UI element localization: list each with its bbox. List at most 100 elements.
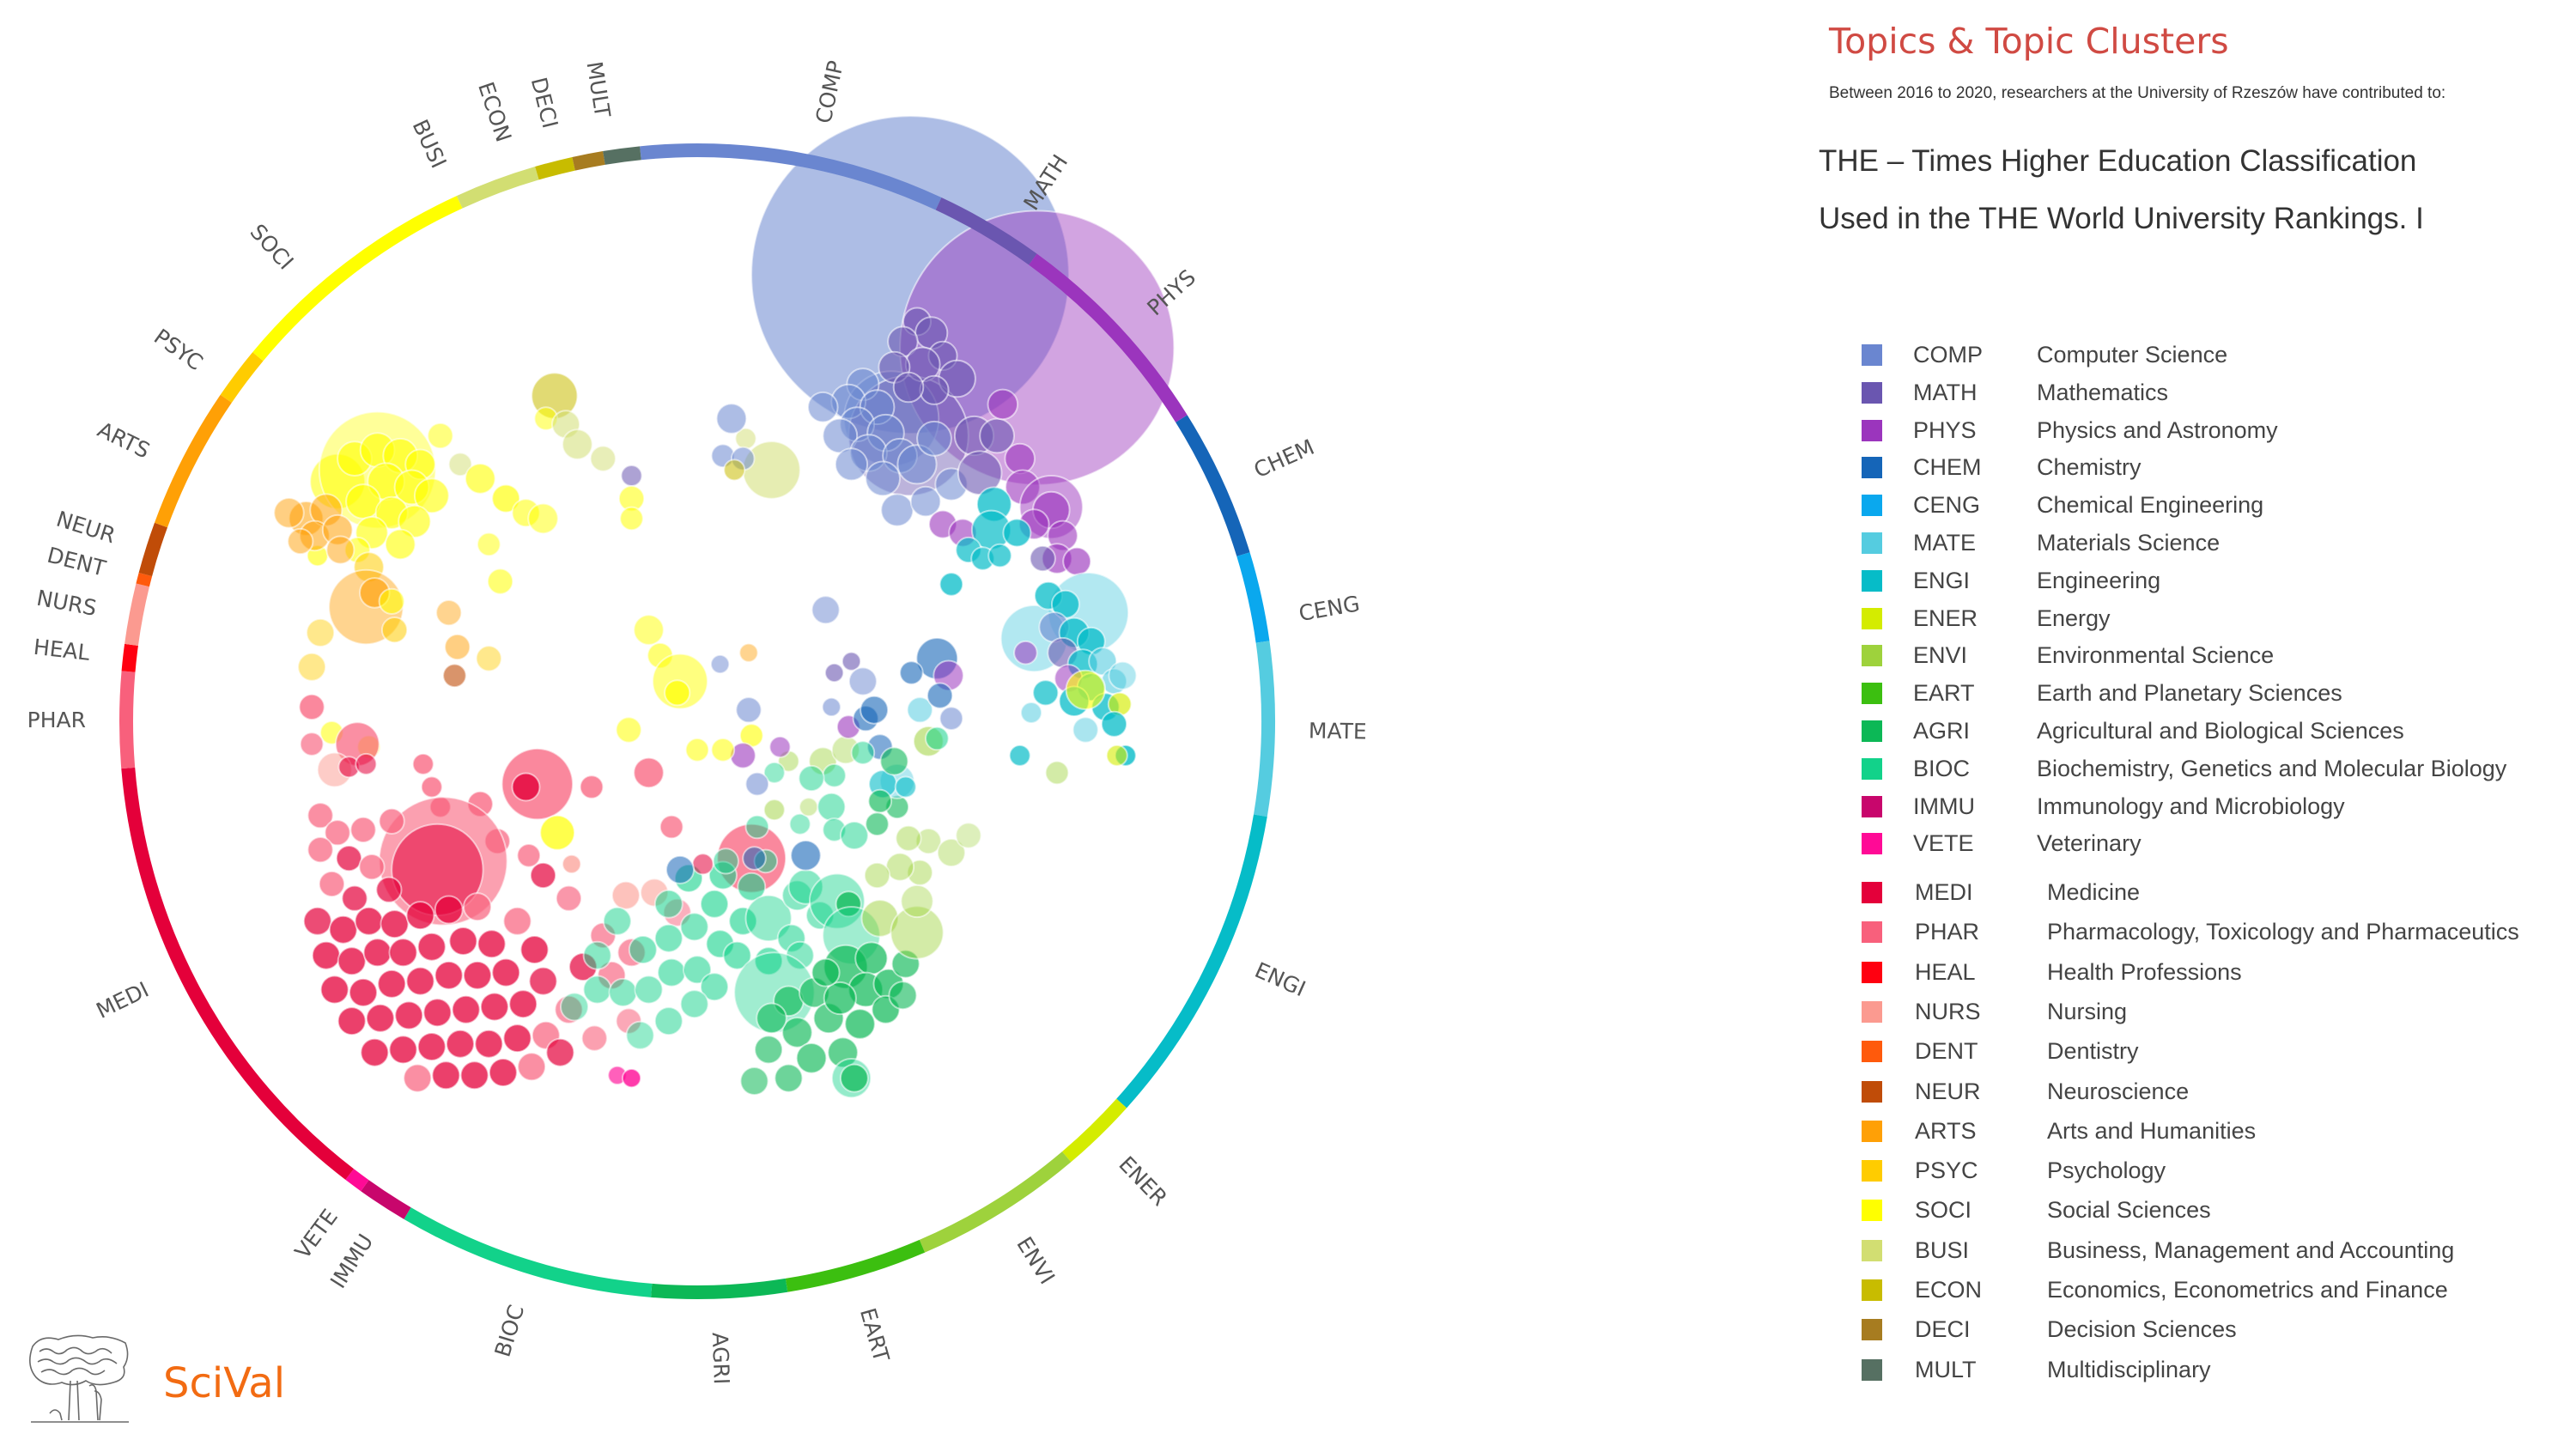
ring-segment-bioc[interactable] (404, 1207, 653, 1297)
ring-segment-mate[interactable] (1253, 641, 1275, 817)
bubble-chem[interactable] (899, 660, 924, 685)
bubble-phys[interactable] (1004, 442, 1036, 475)
bubble-bioc[interactable] (560, 992, 589, 1022)
bubble-bioc[interactable] (817, 792, 847, 822)
bubble-math[interactable] (919, 374, 950, 405)
bubble-medi[interactable] (328, 914, 358, 945)
bubble-chem[interactable] (742, 846, 767, 871)
bubble-soci[interactable] (465, 463, 496, 495)
bubble-agri[interactable] (754, 1035, 784, 1065)
ring-segment-busi[interactable] (456, 167, 539, 209)
bubble-agri[interactable] (756, 1002, 787, 1035)
bubble-medi[interactable] (463, 960, 492, 990)
bubble-psyc[interactable] (297, 652, 327, 682)
bubble-medi[interactable] (474, 1029, 504, 1059)
bubble-agri[interactable] (827, 1036, 859, 1068)
bubble-envi[interactable] (860, 899, 900, 938)
bubble-medi[interactable] (360, 1037, 390, 1067)
ring-segment-comp[interactable] (640, 143, 942, 210)
bubble-phar[interactable] (403, 1063, 433, 1093)
bubble-agri[interactable] (865, 811, 890, 837)
ring-segment-math[interactable] (935, 197, 1037, 265)
ring-segment-chem[interactable] (1176, 415, 1250, 556)
ring-segment-engi[interactable] (1116, 814, 1267, 1109)
bubble-medi[interactable] (311, 940, 341, 970)
bubble-engi[interactable] (1100, 710, 1128, 738)
ring-segment-vete[interactable] (345, 1169, 369, 1192)
bubble-medi[interactable] (362, 938, 392, 968)
bubble-engi[interactable] (894, 775, 917, 799)
bubble-medi[interactable] (434, 895, 464, 925)
bubble-psyc[interactable] (380, 617, 409, 644)
bubble-agri[interactable] (739, 1066, 769, 1096)
bubble-bioc[interactable] (653, 889, 683, 919)
bubble-math[interactable] (892, 371, 925, 404)
bubble-bioc[interactable] (700, 889, 729, 919)
bubble-phar[interactable] (324, 819, 351, 847)
ring-segment-arts[interactable] (154, 394, 232, 528)
bubble-bioc[interactable] (653, 1006, 683, 1036)
bubble-soci[interactable] (619, 506, 644, 532)
bubble-phar[interactable] (659, 814, 684, 840)
bubble-agri[interactable] (867, 788, 893, 814)
bubble-agri[interactable] (888, 981, 918, 1011)
bubble-medi[interactable] (691, 853, 714, 876)
bubble-envi[interactable] (890, 905, 945, 960)
bubble-busi[interactable] (447, 452, 473, 477)
bubble-envi[interactable] (936, 838, 966, 867)
bubble-chem[interactable] (860, 695, 890, 725)
bubble-agri[interactable] (844, 1008, 876, 1040)
bubble-mate[interactable] (906, 696, 933, 724)
ring-segment-medi[interactable] (121, 767, 355, 1180)
bubble-medi[interactable] (354, 906, 384, 936)
bubble-comp[interactable] (916, 420, 952, 457)
bubble-bioc[interactable] (805, 901, 835, 931)
bubble-bioc[interactable] (798, 764, 825, 793)
bubble-phar[interactable] (517, 1052, 547, 1082)
bubble-arts[interactable] (435, 599, 463, 627)
bubble-medi[interactable] (388, 938, 418, 968)
bubble-phar[interactable] (318, 870, 345, 898)
bubble-psyc[interactable] (306, 617, 336, 647)
bubble-busi[interactable] (562, 428, 593, 460)
bubble-envi[interactable] (895, 824, 922, 852)
bubble-phar[interactable] (633, 756, 665, 789)
bubble-phar[interactable] (358, 854, 386, 881)
bubble-agri[interactable] (774, 1063, 804, 1093)
bubble-neur[interactable] (442, 663, 467, 689)
bubble-soci[interactable] (427, 422, 454, 450)
bubble-medi[interactable] (502, 1024, 532, 1054)
bubble-engi[interactable] (987, 543, 1012, 568)
bubble-medi[interactable] (479, 992, 509, 1022)
bubble-chem[interactable] (927, 682, 954, 709)
bubble-medi[interactable] (545, 1037, 575, 1067)
bubble-phar[interactable] (299, 732, 325, 756)
bubble-soci[interactable] (684, 738, 710, 762)
bubble-mate[interactable] (1020, 702, 1042, 724)
bubble-bioc[interactable] (712, 848, 739, 875)
ring-segment-deci[interactable] (572, 151, 605, 171)
bubble-bioc[interactable] (700, 972, 729, 1002)
bubble-phar[interactable] (579, 775, 605, 799)
bubble-math[interactable] (841, 651, 862, 671)
bubble-medi[interactable] (337, 1006, 367, 1036)
bubble-soci[interactable] (378, 587, 405, 616)
bubble-comp[interactable] (715, 403, 748, 434)
bubble-phar[interactable] (298, 693, 325, 721)
bubble-medi[interactable] (380, 909, 410, 939)
bubble-medi[interactable] (349, 977, 378, 1007)
bubble-nurs[interactable] (611, 880, 641, 910)
bubble-phar[interactable] (378, 807, 405, 835)
bubble-bioc[interactable] (657, 957, 687, 987)
bubble-agri[interactable] (781, 1017, 813, 1048)
bubble-medi[interactable] (529, 861, 557, 890)
bubble-agri[interactable] (823, 981, 857, 1016)
bubble-envi[interactable] (900, 884, 934, 919)
bubble-medi[interactable] (508, 989, 538, 1019)
bubble-comp[interactable] (865, 460, 901, 497)
bubble-engi[interactable] (1002, 518, 1032, 548)
bubble-phar[interactable] (411, 752, 434, 775)
ring-segment-agri[interactable] (651, 1278, 788, 1299)
bubble-math[interactable] (620, 465, 643, 487)
bubble-bioc[interactable] (788, 812, 811, 835)
